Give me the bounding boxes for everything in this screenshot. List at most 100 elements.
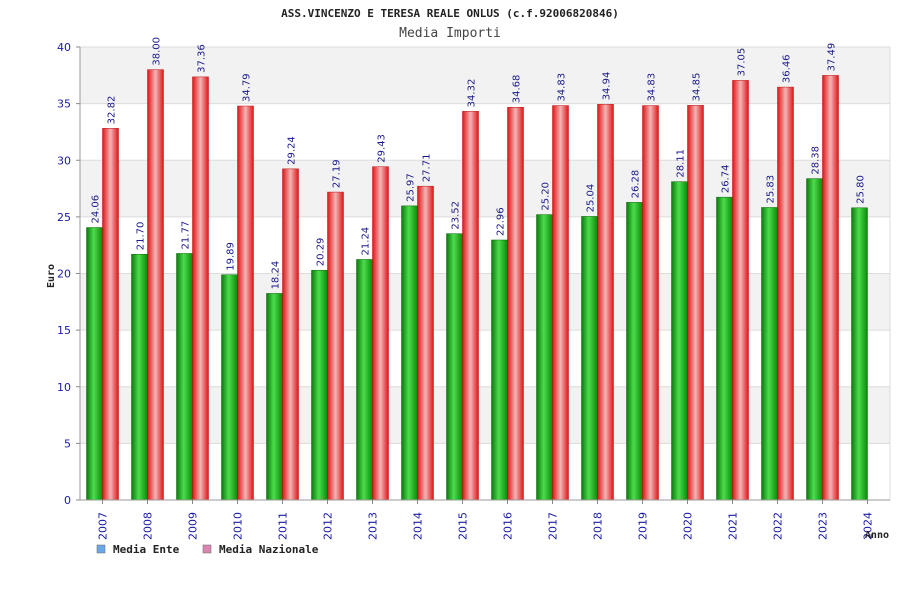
legend-label-media-ente: Media Ente (113, 543, 180, 556)
plot-background (80, 47, 890, 500)
data-label: 24.06 (91, 195, 102, 224)
data-labels: 24.06 32.82 21.70 38.00 21.77 37.36 19.89 34.79… (91, 37, 867, 289)
y-tick-label: 30 (57, 154, 71, 167)
x-tick-label: 2018 (592, 512, 605, 540)
data-label: 27.71 (422, 154, 433, 183)
bar-media-nazionale (507, 106, 524, 501)
bar-media-ente (536, 214, 553, 501)
x-tick-label: 2015 (457, 512, 470, 540)
x-axis-label: Anno (865, 530, 889, 541)
plot-band (80, 443, 890, 500)
data-label: 34.85 (692, 73, 703, 102)
x-tick-label: 2020 (682, 512, 695, 540)
bar-media-nazionale (642, 105, 659, 501)
x-tick-label: 2019 (637, 512, 650, 540)
y-axis-label: Euro (46, 264, 57, 288)
bar-media-nazionale (552, 105, 569, 501)
plot-band (80, 103, 890, 161)
data-label: 36.46 (782, 54, 793, 83)
x-tick-label: 2021 (727, 512, 740, 540)
x-axis: 2007 2008 2009 2010 2011 2012 2013 2014 2015 2016… (80, 499, 890, 540)
bar-media-ente (131, 253, 148, 501)
legend-swatch-media-nazionale (202, 544, 212, 554)
y-tick-label: 35 (57, 98, 71, 111)
data-label: 25.97 (406, 173, 417, 202)
plot-band (80, 216, 890, 274)
bar-media-nazionale (417, 185, 434, 501)
data-label: 34.83 (557, 73, 568, 102)
y-tick-label: 10 (57, 381, 71, 394)
x-tick-label: 2023 (817, 512, 830, 540)
bar-media-ente (311, 269, 328, 501)
data-label: 29.24 (287, 136, 298, 165)
data-label: 32.82 (107, 96, 118, 125)
plot-band (80, 273, 890, 331)
bar-media-ente (716, 196, 733, 501)
bar-media-nazionale (147, 69, 164, 501)
y-tick-label: 20 (57, 268, 71, 281)
bar-media-nazionale (372, 166, 389, 501)
bar-media-nazionale (237, 105, 254, 501)
x-tick-label: 2007 (97, 512, 110, 540)
data-label: 25.20 (541, 182, 552, 211)
y-axis: 0 5 10 15 20 25 30 35 40 (57, 41, 891, 507)
plot-band (80, 330, 890, 387)
bar-media-ente (356, 259, 373, 501)
x-tick-label: 2012 (322, 512, 335, 540)
plot-band (80, 160, 890, 217)
data-label: 21.24 (361, 227, 372, 256)
bar-media-nazionale (327, 191, 344, 501)
x-tick-label: 2014 (412, 512, 425, 540)
data-label: 29.43 (377, 134, 388, 163)
bar-media-ente (401, 205, 418, 501)
bar-media-ente (806, 178, 823, 501)
bar-media-nazionale (462, 111, 479, 501)
bar-media-ente (221, 274, 238, 501)
data-label: 38.00 (152, 37, 163, 66)
plot-band (80, 386, 890, 444)
data-label: 25.04 (586, 184, 597, 213)
data-label: 22.96 (496, 207, 507, 236)
bar-media-nazionale (597, 104, 614, 501)
bar-media-nazionale (732, 80, 749, 501)
data-label: 34.94 (602, 72, 613, 101)
data-label: 34.32 (467, 79, 478, 108)
legend-label-media-nazionale: Media Nazionale (219, 543, 319, 556)
x-tick-label: 2010 (232, 512, 245, 540)
data-label: 26.28 (631, 170, 642, 199)
data-label: 27.19 (332, 159, 343, 188)
x-tick-label: 2008 (142, 512, 155, 540)
y-tick-label: 5 (64, 437, 71, 450)
bar-media-ente (176, 253, 193, 501)
data-label: 37.49 (827, 43, 838, 72)
bar-media-ente (581, 216, 598, 501)
data-label: 26.74 (721, 165, 732, 194)
plot-band (80, 47, 890, 104)
bar-media-ente (851, 207, 868, 501)
data-label: 21.77 (181, 221, 192, 250)
data-label: 34.83 (647, 73, 658, 102)
bar-media-nazionale (777, 86, 794, 501)
y-tick-label: 40 (57, 41, 71, 54)
chart-title: ASS.VINCENZO E TERESA REALE ONLUS (c.f.9… (281, 7, 619, 20)
data-label: 25.80 (856, 175, 867, 204)
bar-media-nazionale (192, 76, 209, 501)
y-tick-label: 25 (57, 211, 71, 224)
bar-media-nazionale (687, 105, 704, 501)
data-label: 28.11 (676, 149, 687, 178)
bar-media-ente (626, 202, 643, 501)
x-tick-label: 2017 (547, 512, 560, 540)
legend-swatch-media-ente (96, 544, 106, 554)
bar-media-nazionale (822, 75, 839, 501)
x-tick-label: 2009 (187, 512, 200, 540)
data-label: 23.52 (451, 201, 462, 230)
x-tick-label: 2022 (772, 512, 785, 540)
data-label: 37.36 (197, 44, 208, 73)
bar-media-ente (491, 239, 508, 501)
bar-media-ente (671, 181, 688, 501)
data-label: 19.89 (226, 242, 237, 271)
bar-media-nazionale (282, 168, 299, 501)
x-tick-label: 2013 (367, 512, 380, 540)
data-label: 20.29 (316, 238, 327, 267)
